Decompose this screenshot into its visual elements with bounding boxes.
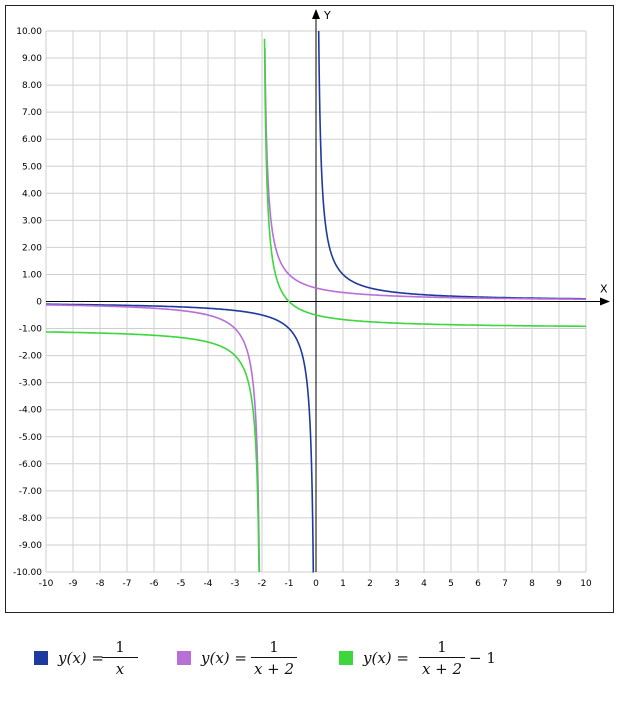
formula-fraction: 1 x xyxy=(102,638,138,678)
x-tick-label: -6 xyxy=(150,579,159,589)
fraction-bar xyxy=(251,657,297,658)
y-tick-label: -7.00 xyxy=(19,487,43,497)
curve-reciprocal xyxy=(317,30,586,300)
legend-swatch-reciprocal xyxy=(34,651,48,665)
formula-fraction: 1 x + 2 xyxy=(251,638,297,678)
formula-lhs: y(x) = xyxy=(363,649,409,667)
y-tick-label: 4.00 xyxy=(22,189,42,199)
y-tick-label: 1.00 xyxy=(22,270,42,280)
y-tick-label: 6.00 xyxy=(22,135,42,145)
x-tick-label: 10 xyxy=(580,579,592,589)
y-tick-label: 0 xyxy=(36,298,42,308)
y-tick-label: -3.00 xyxy=(19,379,43,389)
x-tick-label: -5 xyxy=(177,579,186,589)
y-tick-label: 8.00 xyxy=(22,81,42,91)
formula-fraction: 1 x + 2 xyxy=(419,638,465,678)
x-tick-label: 9 xyxy=(556,579,562,589)
tick-labels: -10 -9 -8 -7 -6 -5 -4 -3 -2 -1 0 1 2 3 4 5 6 7 8 9 10-10.00-… xyxy=(13,27,592,589)
y-tick-label: -8.00 xyxy=(19,514,43,524)
legend: y(x) = 1 x y(x) = 1 x + 2 y(x) = 1 xyxy=(34,638,614,682)
x-tick-label: -3 xyxy=(231,579,240,589)
x-tick-label: -10 xyxy=(39,579,54,589)
y-tick-label: -4.00 xyxy=(19,406,43,416)
chart-plot-area: -10 -9 -8 -7 -6 -5 -4 -3 -2 -1 0 1 2 3 4 5 6 7 8 9 10-10.00-… xyxy=(13,9,610,589)
x-tick-label: 2 xyxy=(367,579,373,589)
formula-lhs: y(x) = xyxy=(58,649,104,667)
x-tick-label: 7 xyxy=(502,579,508,589)
axes xyxy=(46,9,610,572)
y-tick-label: -9.00 xyxy=(19,541,43,551)
y-tick-label: -1.00 xyxy=(19,325,43,335)
x-tick-label: 3 xyxy=(394,579,400,589)
x-tick-label: 6 xyxy=(475,579,481,589)
y-tick-label: 2.00 xyxy=(22,243,42,253)
y-tick-label: 5.00 xyxy=(22,162,42,172)
y-tick-label: 7.00 xyxy=(22,108,42,118)
curve-shifted xyxy=(264,47,586,300)
y-tick-label: -2.00 xyxy=(19,352,43,362)
formula-numerator: 1 xyxy=(437,638,447,656)
x-tick-label: -1 xyxy=(285,579,294,589)
x-tick-label: -2 xyxy=(258,579,267,589)
x-tick-label: 5 xyxy=(448,579,454,589)
x-tick-label: 4 xyxy=(421,579,427,589)
x-axis-label: X xyxy=(600,283,608,296)
formula-denominator: x xyxy=(115,660,125,678)
y-tick-label: -5.00 xyxy=(19,433,43,443)
formula-tail: − 1 xyxy=(469,649,496,667)
formula-numerator: 1 xyxy=(269,638,279,656)
formula-numerator: 1 xyxy=(115,638,125,656)
curve-reciprocal xyxy=(46,303,315,573)
y-tick-label: 9.00 xyxy=(22,54,42,64)
y-tick-label: 3.00 xyxy=(22,216,42,226)
fraction-bar xyxy=(419,657,465,658)
x-tick-label: 8 xyxy=(529,579,535,589)
y-axis-label: Y xyxy=(323,9,331,22)
formula-denominator: x + 2 xyxy=(421,660,463,678)
curve-shifted-down xyxy=(263,38,586,328)
curves xyxy=(46,30,586,573)
x-tick-label: -9 xyxy=(69,579,78,589)
x-tick-label: -8 xyxy=(96,579,105,589)
legend-swatch-shifted xyxy=(177,651,191,665)
chart-frame: -10 -9 -8 -7 -6 -5 -4 -3 -2 -1 0 1 2 3 4 5 6 7 8 9 10 -10.00-… xyxy=(5,5,614,613)
formula-denominator: x + 2 xyxy=(253,660,295,678)
y-tick-label: -10.00 xyxy=(13,568,42,578)
y-tick-label: 10.00 xyxy=(16,27,42,37)
curve-shifted-down xyxy=(46,331,260,573)
curve-shifted xyxy=(46,304,261,573)
y-axis-arrow xyxy=(312,9,320,19)
x-tick-label: 0 xyxy=(313,579,319,589)
y-tick-label: -6.00 xyxy=(19,460,43,470)
fraction-bar xyxy=(102,657,138,658)
legend-swatch-shifted-down xyxy=(339,651,353,665)
x-tick-label: -4 xyxy=(204,579,213,589)
x-axis-arrow xyxy=(600,297,610,306)
x-tick-label: 1 xyxy=(340,579,346,589)
x-tick-label: -7 xyxy=(123,579,132,589)
formula-lhs: y(x) = xyxy=(201,649,247,667)
